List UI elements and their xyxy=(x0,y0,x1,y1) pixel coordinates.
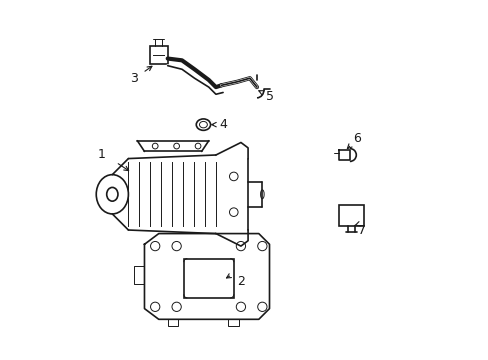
Bar xyxy=(149,46,167,64)
Text: 7: 7 xyxy=(358,224,366,237)
Text: 1: 1 xyxy=(98,148,105,162)
Bar xyxy=(183,258,233,298)
Text: 5: 5 xyxy=(265,90,273,103)
Text: 2: 2 xyxy=(237,275,244,288)
Text: 4: 4 xyxy=(219,118,226,131)
Text: 6: 6 xyxy=(352,132,360,145)
Bar xyxy=(228,319,239,327)
Text: 3: 3 xyxy=(129,72,138,85)
Bar xyxy=(167,319,178,327)
Bar xyxy=(339,205,364,226)
